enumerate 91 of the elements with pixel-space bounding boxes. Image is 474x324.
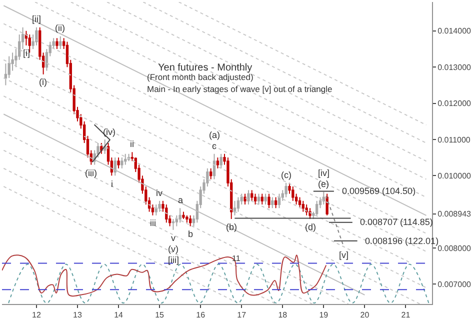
annotation: ii [130, 139, 134, 149]
candlestick [210, 168, 212, 180]
candlestick [186, 214, 188, 224]
annotation: (e) [318, 179, 329, 189]
candlestick [172, 218, 175, 230]
y-tick-label: 0.007000 [438, 280, 472, 289]
candlestick [247, 190, 250, 206]
y-tick-label: 0.008000 [438, 244, 472, 253]
annotation: 0.009569 (104.50) [342, 186, 416, 196]
x-tick-label: 18 [278, 310, 288, 320]
y-tick-label: 0.014000 [438, 26, 472, 36]
candlestick [165, 204, 168, 224]
annotation: v [171, 233, 176, 243]
candlestick [117, 157, 120, 169]
annotation: iii [150, 218, 156, 228]
annotation: [i] [23, 48, 30, 58]
candlestick [308, 208, 312, 220]
annotation: Main - In early stages of wave [v] out of a triangle [147, 84, 332, 94]
candlestick [268, 193, 270, 209]
candlestick [56, 38, 58, 50]
y-tick-label: 0.011000 [438, 135, 471, 144]
annotation: [ii] [32, 14, 41, 24]
annotation: (d) [305, 222, 316, 232]
annotation: iv [156, 188, 163, 198]
candlestick [158, 200, 161, 212]
candlestick [233, 200, 236, 216]
x-tick-label: 14 [114, 310, 124, 320]
candlestick [216, 157, 220, 169]
annotation: a [178, 195, 184, 205]
y-tick-label: 0.013000 [438, 62, 472, 72]
annotation: (b) [226, 222, 237, 232]
candlestick [120, 157, 124, 169]
annotation: [v] [339, 250, 349, 260]
candlestick [322, 191, 326, 206]
x-tick-label: 19 [319, 310, 329, 320]
candlestick [28, 34, 31, 54]
x-tick-label: 21 [401, 310, 411, 320]
annotation: (a) [209, 130, 220, 140]
annotation: [iii] [168, 255, 179, 265]
annotation: (c) [281, 170, 292, 180]
candlestick [244, 193, 246, 206]
annotation: (i) [39, 77, 47, 87]
x-tick-label: 15 [155, 310, 165, 320]
y-tick-label: 0.012000 [438, 99, 472, 108]
annotation: 0.008707 (114.85) [360, 217, 433, 227]
candlestick [284, 182, 288, 198]
candlestick [257, 193, 260, 206]
x-tick-label: 12 [32, 310, 42, 320]
x-tick-label: 13 [73, 310, 82, 320]
candlestick [292, 186, 294, 202]
candlestick [212, 153, 216, 180]
candlestick [236, 196, 240, 212]
annotation: (ii) [55, 23, 65, 33]
candlestick [315, 200, 318, 216]
candlestick [182, 211, 185, 220]
candlestick [189, 214, 192, 227]
annotation: c [212, 141, 217, 151]
candlestick [264, 193, 267, 206]
candlestick [260, 193, 264, 206]
x-tick-label: 16 [196, 310, 206, 320]
candlestick [298, 196, 302, 209]
annotation: 11 [232, 254, 241, 263]
candlestick [278, 193, 281, 209]
candlestick [250, 190, 254, 202]
candlestick [59, 36, 62, 50]
candlestick [274, 196, 278, 209]
annotation: (iv) [103, 127, 116, 137]
candlestick [220, 153, 222, 169]
x-tick-label: 20 [360, 310, 370, 320]
candlestick [178, 208, 182, 224]
candlestick [154, 204, 158, 216]
annotation: (iii) [85, 168, 97, 178]
candlestick [271, 196, 274, 209]
text: Yen futures - Monthly [158, 62, 252, 74]
candlestick [305, 204, 308, 216]
annotation: i [111, 179, 113, 189]
y-tick-label: 0.010000 [438, 171, 472, 180]
annotation: [iv] [318, 168, 330, 178]
candlestick [100, 142, 103, 154]
annotation: (v) [168, 244, 178, 254]
annotation: b [188, 229, 194, 239]
candlestick [104, 138, 106, 154]
text: (Front month back adjusted) [147, 72, 254, 82]
x-tick-label: 17 [237, 310, 247, 320]
candlestick [254, 193, 257, 206]
candlestick [124, 153, 127, 166]
candlestick [302, 200, 304, 212]
candlestick [35, 26, 38, 46]
candlestick [114, 157, 116, 176]
annotation: 0.008196 (122.01) [365, 236, 439, 246]
y-tick-label: 0.008943 [438, 210, 472, 219]
